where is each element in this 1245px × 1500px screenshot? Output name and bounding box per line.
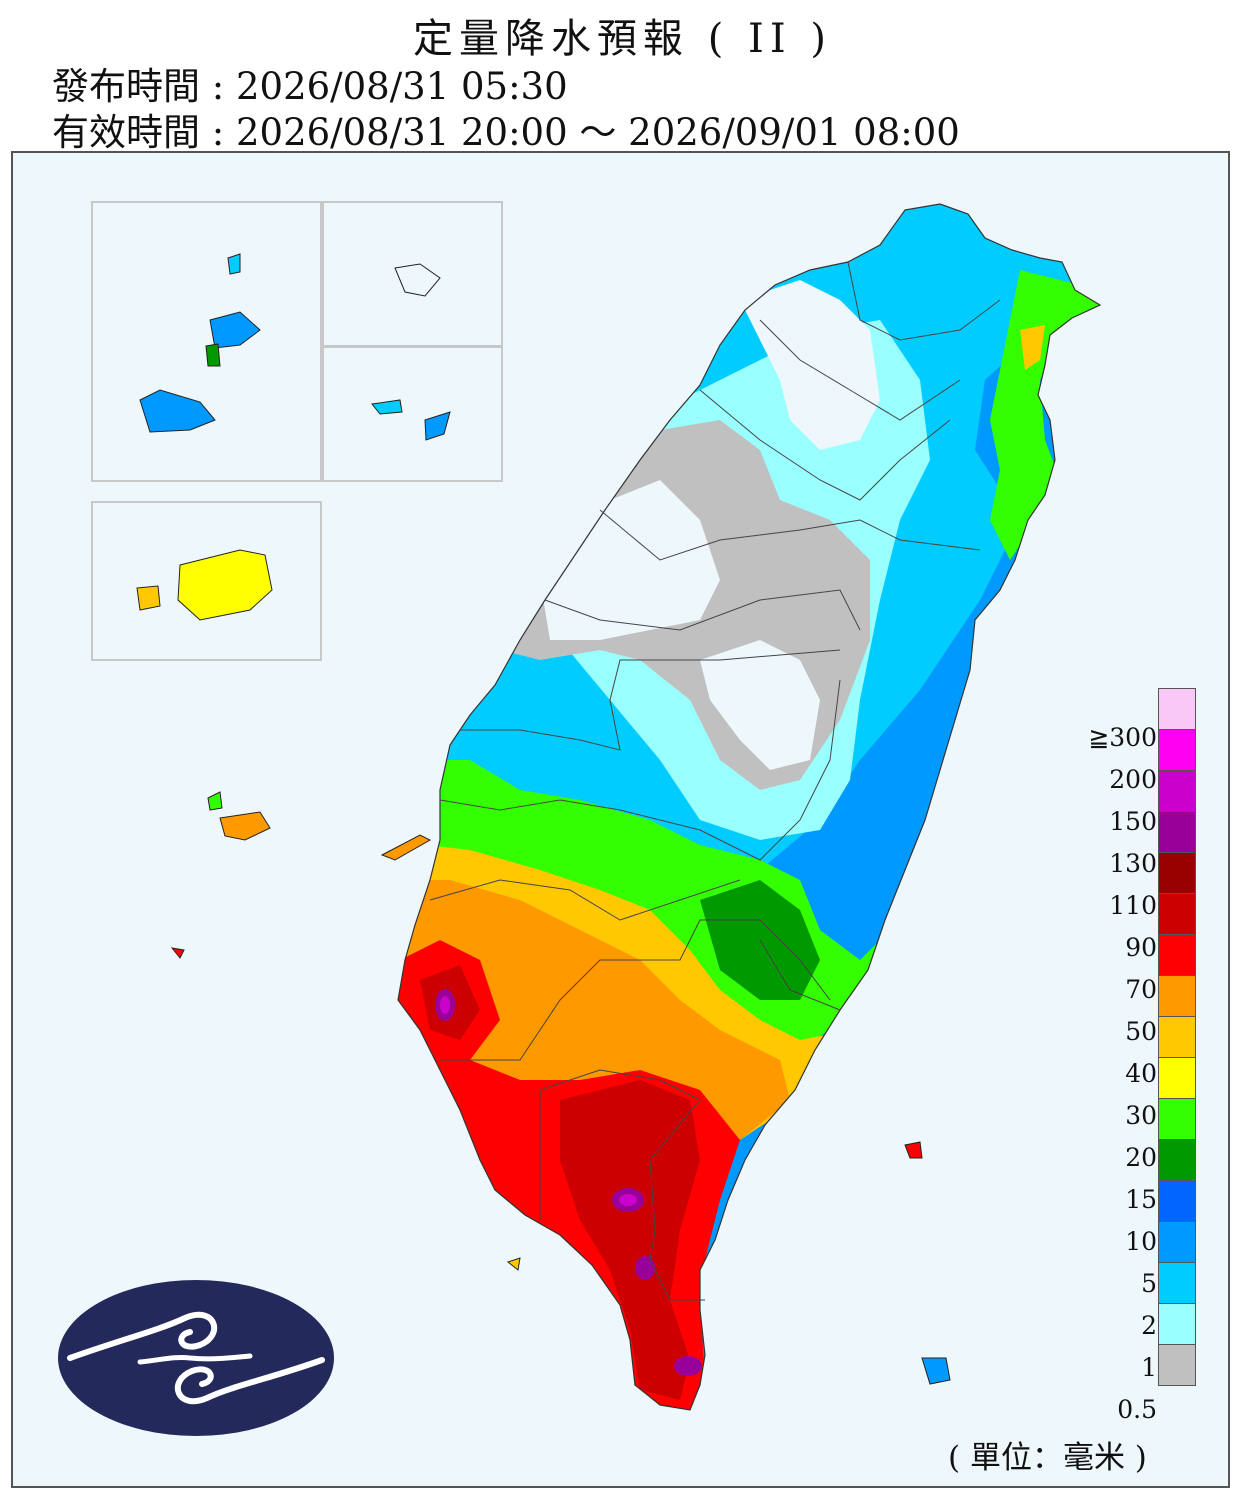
legend-label: 130 (1109, 849, 1157, 878)
legend-label: 15 (1125, 1185, 1157, 1214)
legend-label: ≧300 (1088, 723, 1157, 752)
unit-note: ( 單位：毫米 ) (948, 1440, 1147, 1476)
legend-swatch (1158, 1057, 1196, 1099)
rainfall-legend (1158, 688, 1196, 1386)
cwa-logo (58, 1280, 334, 1436)
legend-label: 1 (1141, 1353, 1157, 1382)
county-boundaries (429, 261, 1001, 1301)
issue-time: 發布時間 : 2026/08/31 05:30 (52, 65, 568, 108)
legend-swatch (1158, 1016, 1196, 1058)
legend-label: 150 (1109, 807, 1157, 836)
legend-label: 110 (1109, 891, 1157, 920)
legend-swatch (1158, 975, 1196, 1017)
legend-swatch (1158, 1098, 1196, 1140)
inset-kinmen (91, 501, 322, 661)
legend-label: 5 (1141, 1269, 1157, 1298)
legend-swatch (1158, 1180, 1196, 1222)
legend-label: 90 (1125, 933, 1157, 962)
legend-swatch (1158, 811, 1196, 853)
legend-swatch (1158, 770, 1196, 812)
legend-label: 50 (1125, 1017, 1157, 1046)
map-title: 定量降水預報 ( II ) (413, 16, 832, 62)
legend-label: 20 (1125, 1143, 1157, 1172)
legend-swatches (1158, 688, 1196, 1386)
legend-swatch (1158, 729, 1196, 771)
legend-label: 200 (1109, 765, 1157, 794)
inset-juguang (322, 346, 503, 482)
legend-swatch (1158, 1344, 1196, 1386)
legend-swatch (1158, 852, 1196, 894)
rainfall-shading (398, 204, 1100, 1410)
legend-label: 2 (1141, 1311, 1157, 1340)
legend-swatch (1158, 1221, 1196, 1263)
legend-swatch (1158, 1303, 1196, 1345)
legend-label: 0.5 (1117, 1395, 1157, 1424)
legend-swatch (1158, 1139, 1196, 1181)
legend-label: 10 (1125, 1227, 1157, 1256)
legend-label: 40 (1125, 1059, 1157, 1088)
legend-swatch (1158, 934, 1196, 976)
legend-swatch (1158, 688, 1196, 730)
legend-label: 70 (1125, 975, 1157, 1004)
legend-swatch (1158, 893, 1196, 935)
legend-label: 30 (1125, 1101, 1157, 1130)
outer-islands (136, 253, 951, 1385)
inset-matsu (91, 201, 322, 482)
valid-time: 有效時間 : 2026/08/31 20:00 ～ 2026/09/01 08:… (52, 111, 960, 154)
legend-swatch (1158, 1262, 1196, 1304)
